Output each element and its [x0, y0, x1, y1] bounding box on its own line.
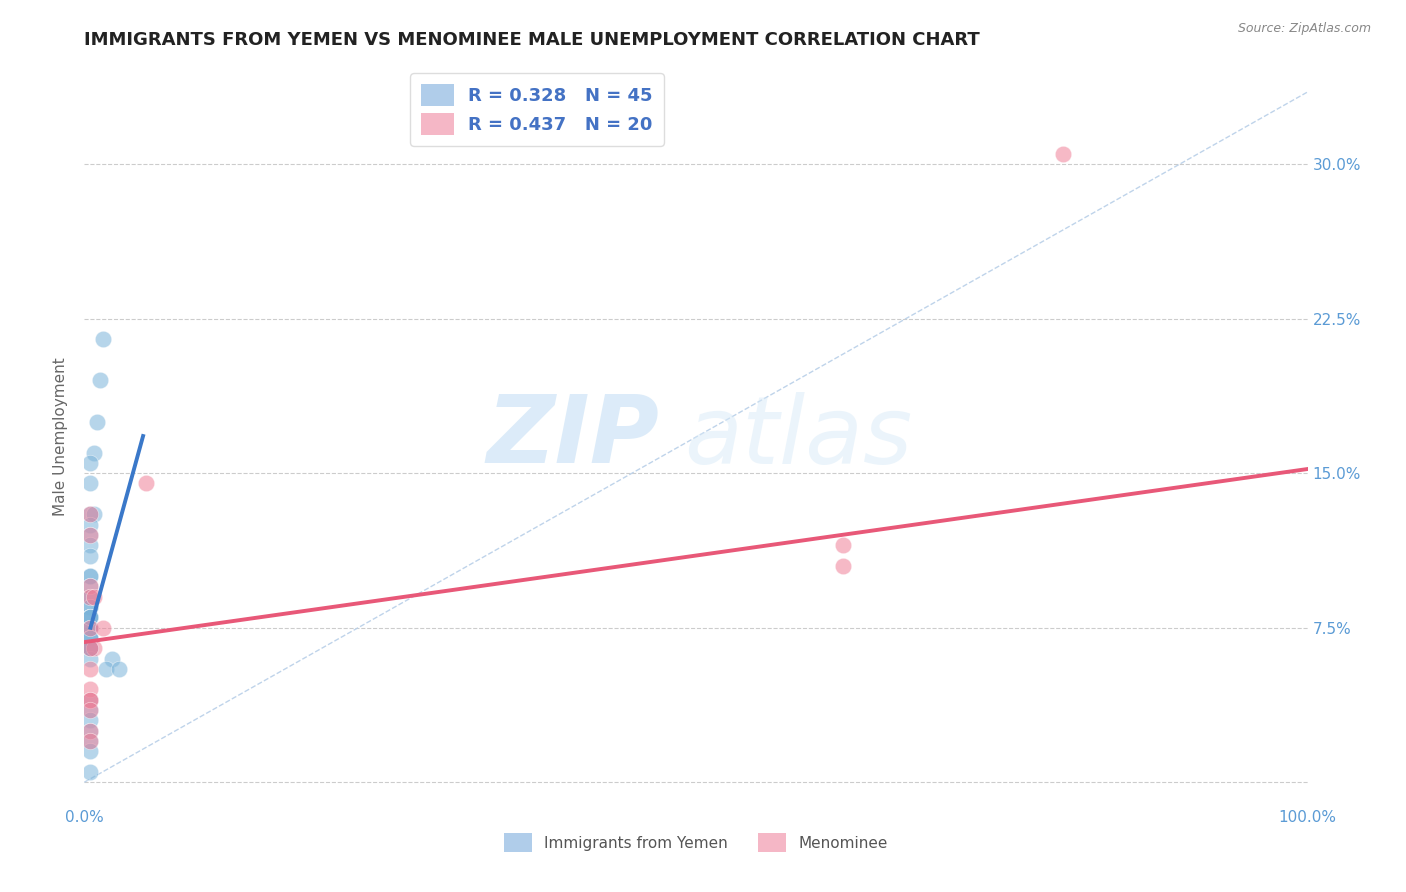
Point: [79, 590, 101, 604]
Point: [79, 723, 101, 738]
Point: [96, 662, 118, 676]
Text: ZIP: ZIP: [486, 391, 659, 483]
Point: [79, 662, 101, 676]
Point: [79, 723, 101, 738]
Point: [79, 569, 101, 583]
Point: [83, 508, 105, 522]
Point: [79, 610, 101, 624]
Point: [79, 621, 101, 635]
Point: [79, 579, 101, 593]
Point: [79, 682, 101, 697]
Legend: Immigrants from Yemen, Menominee: Immigrants from Yemen, Menominee: [495, 824, 897, 861]
Point: [79, 693, 101, 707]
Point: [79, 600, 101, 615]
Point: [89, 373, 111, 387]
Text: atlas: atlas: [683, 392, 912, 483]
Point: [135, 476, 157, 491]
Point: [83, 445, 105, 459]
Point: [79, 714, 101, 728]
Point: [79, 734, 101, 748]
Point: [79, 610, 101, 624]
Point: [79, 734, 101, 748]
Point: [79, 703, 101, 717]
Point: [91, 621, 114, 635]
Point: [79, 744, 101, 758]
Point: [79, 631, 101, 645]
Text: IMMIGRANTS FROM YEMEN VS MENOMINEE MALE UNEMPLOYMENT CORRELATION CHART: IMMIGRANTS FROM YEMEN VS MENOMINEE MALE …: [84, 31, 980, 49]
Point: [79, 569, 101, 583]
Point: [79, 641, 101, 656]
Point: [79, 764, 101, 779]
Point: [79, 703, 101, 717]
Point: [79, 456, 101, 470]
Point: [1052, 146, 1074, 161]
Y-axis label: Male Unemployment: Male Unemployment: [53, 358, 69, 516]
Point: [79, 590, 101, 604]
Point: [79, 508, 101, 522]
Point: [79, 528, 101, 542]
Text: Source: ZipAtlas.com: Source: ZipAtlas.com: [1237, 22, 1371, 36]
Point: [79, 651, 101, 665]
Point: [79, 600, 101, 615]
Point: [79, 590, 101, 604]
Point: [79, 621, 101, 635]
Point: [79, 549, 101, 563]
Point: [101, 651, 124, 665]
Point: [79, 641, 101, 656]
Point: [79, 641, 101, 656]
Point: [79, 579, 101, 593]
Point: [91, 332, 114, 346]
Point: [79, 641, 101, 656]
Point: [79, 610, 101, 624]
Point: [83, 641, 105, 656]
Point: [79, 631, 101, 645]
Point: [79, 621, 101, 635]
Point: [79, 508, 101, 522]
Point: [79, 631, 101, 645]
Point: [79, 517, 101, 532]
Point: [79, 641, 101, 656]
Point: [86, 415, 108, 429]
Point: [79, 538, 101, 552]
Point: [107, 662, 129, 676]
Point: [831, 538, 853, 552]
Point: [831, 558, 853, 573]
Point: [79, 476, 101, 491]
Point: [79, 641, 101, 656]
Point: [79, 693, 101, 707]
Point: [79, 528, 101, 542]
Point: [79, 693, 101, 707]
Point: [83, 590, 105, 604]
Point: [79, 610, 101, 624]
Point: [79, 621, 101, 635]
